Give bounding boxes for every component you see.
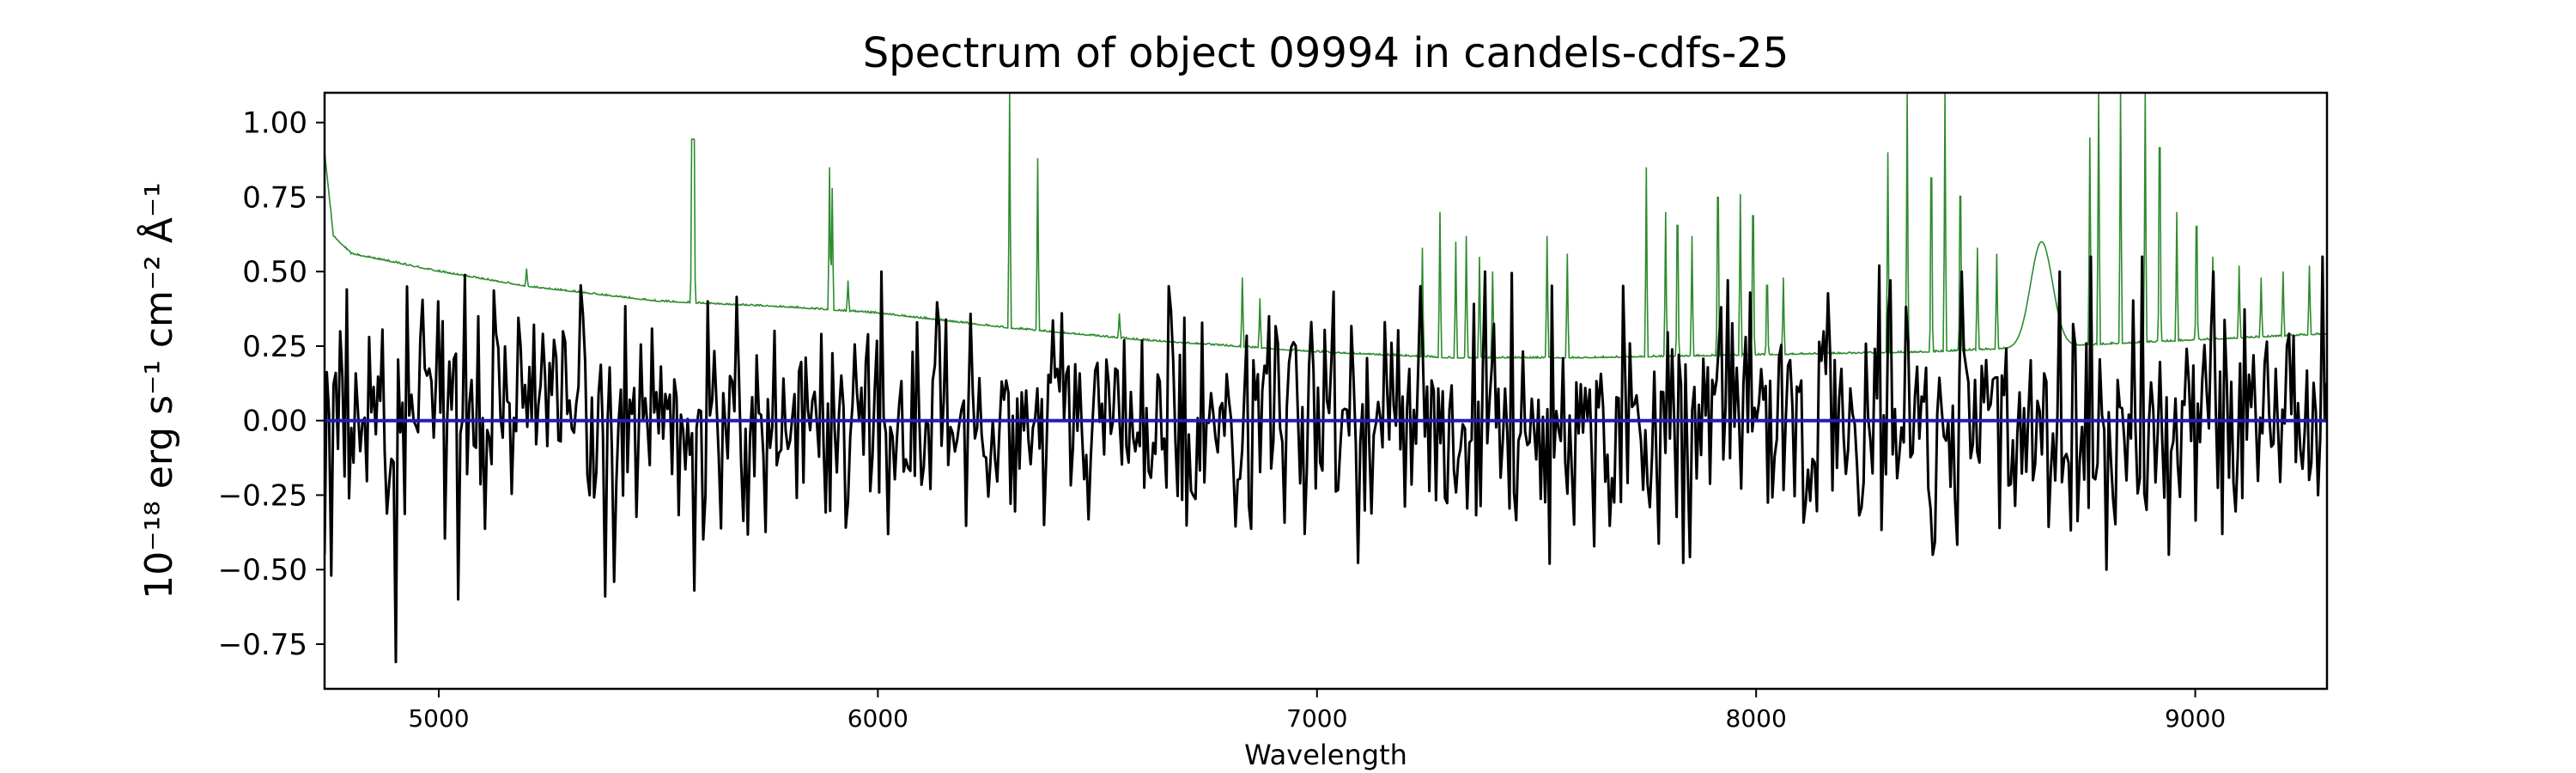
y-tick-label: −0.75	[218, 628, 307, 662]
plot-frame	[323, 91, 2329, 691]
x-axis-label: Wavelength	[1244, 739, 1407, 771]
chart-title: Spectrum of object 09994 in candels-cdfs…	[863, 29, 1789, 77]
y-tick-label: 0.75	[242, 180, 307, 215]
y-axis-label: 10⁻¹⁸ erg s⁻¹ cm⁻² Å⁻¹	[136, 182, 181, 599]
y-tick-label: −0.25	[218, 478, 307, 513]
y-tick-label: 0.00	[242, 405, 307, 439]
x-tick-label: 5000	[408, 704, 469, 733]
x-tick-label: 7000	[1286, 704, 1347, 733]
y-tick-label: −0.50	[218, 553, 307, 587]
flux-spectrum-line	[325, 255, 2327, 664]
y-tick-label: 0.25	[242, 330, 307, 364]
y-tick-label: 1.00	[242, 107, 307, 141]
x-tick-label: 8000	[1726, 704, 1787, 733]
x-tick-label: 6000	[848, 704, 908, 733]
y-tick-label: 0.50	[242, 255, 307, 289]
x-tick-label: 9000	[2165, 704, 2226, 733]
